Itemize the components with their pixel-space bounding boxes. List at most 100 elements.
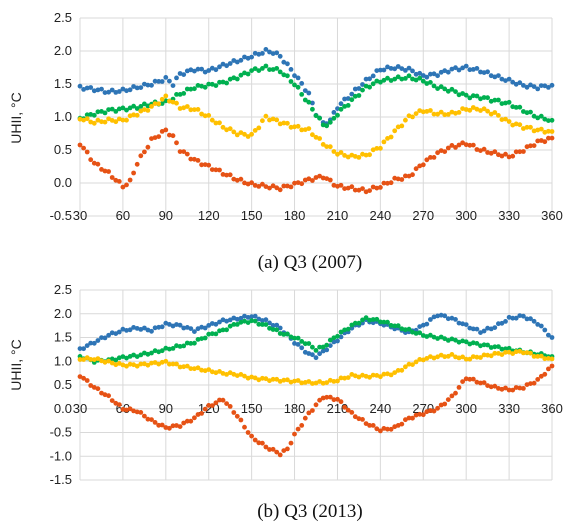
series-1-point <box>445 88 451 94</box>
series-2-point <box>356 374 362 380</box>
series-3-point <box>352 187 358 193</box>
series-3-point <box>227 172 233 178</box>
series-0-point <box>263 47 269 52</box>
series-2-point <box>395 368 401 373</box>
chart-caption: (b) Q3 (2013) <box>257 501 363 522</box>
series-1-point <box>242 318 247 324</box>
series-3-point <box>470 142 476 148</box>
series-0-point <box>456 67 462 73</box>
series-2-point <box>317 379 322 384</box>
series-3-point <box>145 416 151 422</box>
series-1-point <box>542 116 548 122</box>
series-3-point <box>327 394 333 400</box>
series-3-point <box>492 149 498 155</box>
series-1-point <box>220 79 226 85</box>
series-0-point <box>413 71 419 77</box>
series-0-point <box>99 335 104 340</box>
series-0-point <box>77 83 83 89</box>
series-1-point <box>306 341 312 346</box>
series-1-point <box>320 344 326 350</box>
series-2-point <box>496 113 501 118</box>
series-1-point <box>263 63 269 69</box>
series-3-point <box>159 129 165 134</box>
series-1-point <box>499 346 505 352</box>
series-1-point <box>138 104 144 109</box>
series-0-point <box>116 89 122 94</box>
series-0-point <box>109 330 115 336</box>
series-3-point <box>338 182 344 188</box>
series-1-point <box>174 343 179 349</box>
series-1-point <box>188 341 194 346</box>
series-0-point <box>91 88 97 94</box>
series-0-point <box>442 68 448 74</box>
series-3-point <box>209 167 215 173</box>
series-2-point <box>531 128 537 134</box>
series-1-point <box>417 330 423 336</box>
series-1-point <box>424 81 430 86</box>
series-2-point <box>134 112 140 118</box>
series-3-point <box>445 397 451 402</box>
series-2-point <box>546 356 551 361</box>
series-3-point <box>138 153 144 159</box>
series-3-point <box>531 143 537 149</box>
series-3-point <box>163 425 169 430</box>
series-2-point <box>431 111 437 117</box>
series-1-point <box>116 106 122 112</box>
series-1-point <box>463 92 469 98</box>
series-2-point <box>192 107 197 112</box>
series-2-point <box>306 379 312 384</box>
series-0-point <box>242 313 247 319</box>
series-3-point <box>156 134 162 140</box>
series-2-point <box>116 361 122 366</box>
series-2-point <box>463 107 469 112</box>
series-2-point <box>442 354 448 360</box>
series-2-point <box>159 359 165 365</box>
series-3-point <box>463 376 469 382</box>
series-2-point <box>77 116 83 122</box>
series-0-point <box>546 85 551 90</box>
series-2-point <box>449 352 455 357</box>
series-3-point <box>181 420 187 426</box>
series-1-point <box>449 336 455 342</box>
series-0-point <box>227 61 233 66</box>
series-3-point <box>481 380 487 385</box>
series-3-point <box>385 426 390 432</box>
series-1-point <box>481 342 487 348</box>
series-2-point <box>177 364 183 370</box>
series-0-point <box>81 346 86 352</box>
series-1-point <box>317 115 322 121</box>
series-2-point <box>227 370 233 376</box>
series-0-point <box>310 352 315 358</box>
series-3-point <box>503 385 508 391</box>
series-2-point <box>338 150 344 155</box>
series-1-point <box>249 68 255 73</box>
series-2-point <box>546 128 551 134</box>
series-1-point <box>381 319 387 325</box>
series-1-point <box>267 67 272 72</box>
series-0-point <box>535 86 541 92</box>
series-0-point <box>481 328 487 334</box>
series-0-point <box>152 78 158 84</box>
series-2-point <box>131 362 137 368</box>
series-3-point <box>478 148 483 154</box>
series-2-point <box>385 371 390 377</box>
series-3-point <box>542 139 548 145</box>
series-3-point <box>256 184 262 189</box>
series-3-point <box>499 153 505 159</box>
series-3-point <box>417 411 423 417</box>
series-2-point <box>456 355 462 361</box>
series-2-point <box>113 119 119 125</box>
series-3-point <box>267 447 272 452</box>
series-2-point <box>149 104 154 109</box>
series-3-point <box>285 183 290 189</box>
series-2-point <box>206 367 212 372</box>
x-tick-label: 150 <box>241 401 263 416</box>
series-3-point <box>313 175 319 180</box>
series-3-point <box>356 187 362 193</box>
series-3-point <box>84 378 90 383</box>
series-2-point <box>95 117 101 123</box>
series-0-point <box>234 316 240 322</box>
series-0-point <box>138 85 144 90</box>
series-0-point <box>188 326 194 331</box>
series-2-point <box>120 117 126 123</box>
